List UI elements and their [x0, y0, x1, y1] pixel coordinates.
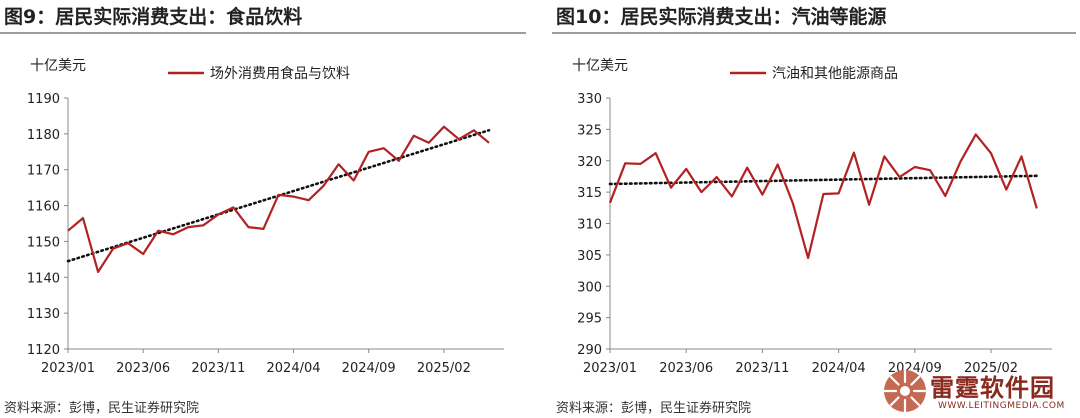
x-tick-label: 2023/06	[659, 361, 713, 376]
unit-label: 十亿美元	[30, 58, 86, 74]
y-tick-label: 1150	[27, 235, 60, 250]
title-divider	[0, 32, 526, 34]
y-tick-label: 1170	[27, 164, 60, 179]
x-tick-label: 2023/11	[735, 361, 789, 376]
watermark-logo: 雷霆软件园 WWW.LEITINGMEDIA.COM	[882, 366, 1078, 418]
x-tick-label: 2024/04	[267, 361, 321, 376]
chart-source: 资料来源：彭博，民生证券研究院	[4, 401, 200, 416]
series-line	[67, 125, 490, 273]
x-tick-label: 2023/11	[191, 361, 245, 376]
x-tick-label: 2025/02	[964, 361, 1018, 376]
x-tick-label: 2023/01	[583, 361, 637, 376]
y-tick-label: 290	[577, 343, 602, 358]
chart-title: 图9：居民实际消费支出：食品饮料	[4, 6, 303, 28]
y-tick-label: 295	[577, 312, 602, 327]
watermark-name: 雷霆软件园	[930, 374, 1055, 402]
legend-label: 汽油和其他能源商品	[772, 66, 898, 82]
y-tick-label: 305	[577, 249, 602, 264]
lotus-icon	[883, 369, 927, 413]
y-tick-label: 1120	[27, 343, 60, 358]
x-tick-label: 2024/09	[342, 361, 396, 376]
y-tick-label: 300	[577, 280, 602, 295]
y-tick-label: 310	[577, 218, 602, 233]
legend-label: 场外消费用食品与饮料	[210, 65, 350, 82]
x-tick-label: 2025/02	[417, 361, 471, 376]
y-tick-label: 1160	[27, 200, 60, 215]
y-tick-label: 1190	[27, 92, 60, 107]
series-line	[608, 133, 1038, 260]
y-tick-label: 1180	[27, 128, 60, 143]
x-tick-label: 2023/01	[41, 361, 95, 376]
y-tick-label: 315	[577, 186, 602, 201]
x-tick-label: 2023/06	[116, 361, 170, 376]
unit-label: 十亿美元	[572, 58, 628, 74]
chart-panel-food: 图9：居民实际消费支出：食品饮料 十亿美元 场外消费用食品与饮料 1120 1130 1…	[0, 0, 530, 418]
line-chart-energy: 十亿美元汽油和其他能源商品 290 295 300 305 310 315 320 325 330…	[572, 58, 1052, 376]
y-tick-label: 320	[577, 155, 602, 170]
watermark-url: WWW.LEITINGMEDIA.COM	[938, 401, 1065, 411]
line-chart-food: 十亿美元 场外消费用食品与饮料 1120 1130 1140 1150 1160 1170 11…	[27, 58, 504, 376]
y-tick-label: 330	[577, 92, 602, 107]
chart-panel-energy: 图10：居民实际消费支出：汽油等能源 十亿美元汽油和其他能源商品 290 295 30…	[552, 0, 1080, 418]
title-divider	[552, 32, 1076, 34]
chart-title: 图10：居民实际消费支出：汽油等能源	[556, 6, 887, 28]
y-tick-label: 325	[577, 123, 602, 138]
y-tick-label: 1140	[27, 271, 60, 286]
y-tick-label: 1130	[27, 307, 60, 322]
trend-line	[608, 174, 1039, 186]
x-tick-label: 2024/04	[812, 361, 866, 376]
chart-source: 资料来源：彭博，民生证券研究院	[556, 401, 752, 416]
